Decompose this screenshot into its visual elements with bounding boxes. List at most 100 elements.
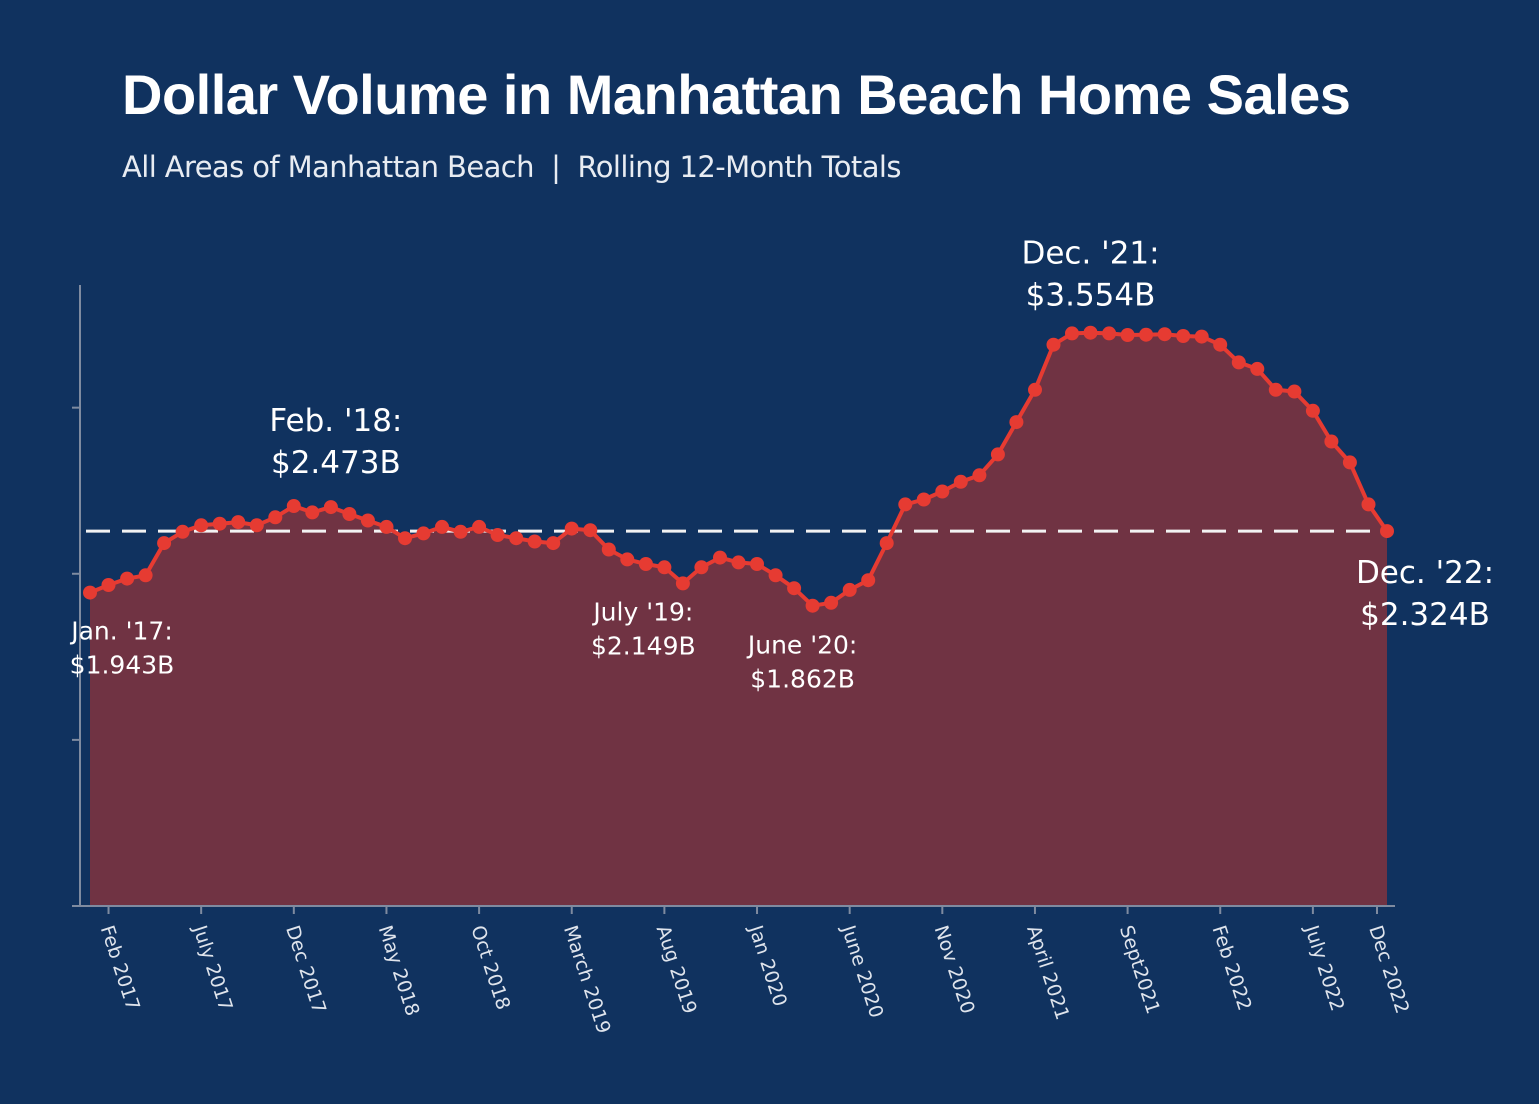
data-point — [1342, 455, 1357, 470]
data-point — [1065, 326, 1079, 341]
data-point — [194, 518, 209, 533]
data-point — [138, 568, 153, 583]
data-point — [1046, 337, 1061, 352]
data-point — [638, 557, 653, 571]
data-point — [490, 528, 505, 542]
data-point — [935, 484, 950, 499]
x-tick-label: Oct 2018 — [466, 923, 514, 1013]
x-tick-label: June 2020 — [837, 922, 888, 1021]
data-point — [750, 557, 764, 571]
data-point — [1102, 326, 1117, 341]
annotation-value: $1.943B — [70, 651, 175, 680]
data-point — [249, 518, 264, 533]
data-point — [342, 507, 357, 521]
annotation-date: July '19: — [591, 597, 693, 626]
data-point — [83, 585, 97, 600]
data-point — [1380, 524, 1394, 539]
data-point — [953, 474, 968, 489]
x-tick-label: Dec 2017 — [281, 923, 330, 1017]
data-point — [120, 571, 135, 586]
x-tick-label: July 2017 — [188, 922, 237, 1014]
data-point — [546, 536, 561, 551]
data-point — [1028, 382, 1042, 397]
data-point — [1120, 328, 1135, 342]
data-point — [768, 568, 783, 583]
x-tick-label: March 2019 — [559, 923, 615, 1037]
data-point — [286, 499, 301, 513]
data-point — [1305, 403, 1320, 418]
x-tick-label: Feb 2022 — [1207, 923, 1255, 1014]
data-point — [1009, 415, 1024, 430]
data-point — [1213, 337, 1228, 352]
x-tick-label: April 2021 — [1022, 923, 1073, 1023]
data-point — [990, 447, 1005, 462]
data-point — [1268, 382, 1283, 397]
data-point — [101, 578, 116, 592]
data-point — [898, 497, 913, 512]
data-point — [787, 581, 802, 596]
data-point — [1194, 329, 1209, 344]
data-point — [713, 550, 727, 565]
data-point — [879, 536, 894, 551]
data-point — [916, 492, 931, 507]
annotation-date: Feb. '18: — [269, 403, 402, 439]
annotation-value: $2.324B — [1360, 597, 1490, 633]
data-point — [435, 519, 449, 534]
data-point — [416, 526, 431, 541]
x-tick-label: July 2022 — [1300, 922, 1349, 1014]
annotation-date: Jan. '17: — [69, 617, 173, 646]
data-point — [1324, 434, 1339, 449]
x-tick-label: Aug 2019 — [652, 923, 701, 1017]
chart-title: Dollar Volume in Manhattan Beach Home Sa… — [122, 63, 1351, 126]
data-point — [323, 500, 338, 515]
annotation-value: $2.149B — [591, 631, 696, 660]
x-tick-label: May 2018 — [374, 923, 424, 1019]
data-point — [1176, 329, 1191, 343]
annotation-date: June '20: — [746, 631, 858, 660]
chart-subtitle: All Areas of Manhattan Beach | Rolling 1… — [122, 150, 901, 184]
data-point — [564, 521, 579, 536]
data-point — [212, 516, 227, 531]
data-point — [360, 513, 375, 528]
annotation-value: $2.473B — [271, 445, 401, 481]
data-point — [620, 552, 635, 567]
x-tick-label: Feb 2017 — [96, 923, 144, 1014]
data-point — [824, 595, 839, 610]
data-point — [861, 573, 876, 588]
annotation-value: $1.862B — [750, 665, 855, 694]
subtitle-area: All Areas of Manhattan Beach — [122, 150, 534, 184]
data-point — [972, 468, 987, 483]
data-point — [175, 524, 190, 539]
x-tick-label: Jan 2020 — [744, 922, 791, 1009]
data-point — [675, 576, 690, 591]
data-point — [527, 534, 542, 549]
data-point — [583, 523, 598, 538]
data-point — [453, 524, 468, 539]
data-point — [1231, 355, 1246, 370]
x-tick-label: Dec 2022 — [1364, 923, 1413, 1017]
data-point — [1157, 327, 1172, 342]
x-tick-label: Nov 2020 — [930, 923, 979, 1017]
data-point — [379, 519, 394, 534]
annotation-date: Dec. '22: — [1356, 555, 1494, 591]
subtitle-detail: Rolling 12-Month Totals — [577, 150, 902, 184]
subtitle-separator: | — [551, 150, 561, 184]
data-point — [398, 531, 412, 546]
data-point — [305, 505, 320, 520]
area-layer — [90, 332, 1387, 906]
data-point — [1287, 384, 1302, 399]
data-point — [472, 519, 487, 534]
data-point — [1361, 497, 1376, 512]
line-layer — [83, 325, 1394, 613]
annotation-layer: Jan. '17: $1.943B Feb. '18: $2.473B July '19… — [69, 236, 1494, 694]
data-point — [805, 598, 820, 613]
data-point — [842, 582, 857, 597]
data-point — [231, 515, 246, 530]
data-point — [157, 536, 172, 551]
data-point — [731, 555, 746, 570]
data-point — [509, 531, 524, 546]
data-point — [268, 510, 283, 525]
annotation-date: Dec. '21: — [1021, 236, 1159, 272]
annotation-value: $3.554B — [1026, 278, 1156, 314]
